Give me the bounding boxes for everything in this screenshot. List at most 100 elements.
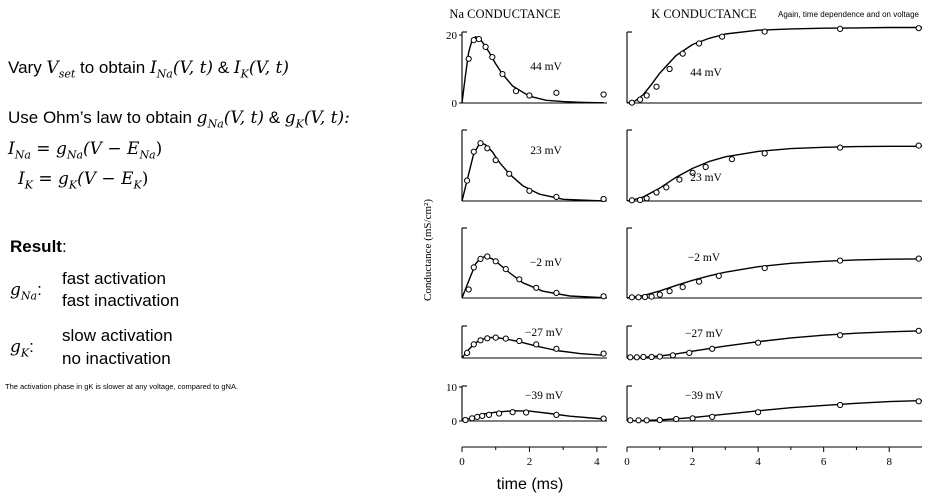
na-panel-4: −39 mV bbox=[461, 385, 607, 424]
k-point-4-4 bbox=[673, 415, 680, 423]
k-point-2-9 bbox=[761, 265, 768, 272]
k-point-4-3 bbox=[656, 416, 663, 424]
na-curve-0 bbox=[461, 36, 604, 104]
na-point-3-7 bbox=[533, 341, 540, 348]
na-point-1-5 bbox=[506, 170, 513, 177]
na-point-1-2 bbox=[477, 140, 484, 147]
k-point-0-3 bbox=[653, 83, 660, 90]
k-point-2-10 bbox=[837, 257, 844, 264]
k-curve-2 bbox=[626, 258, 923, 299]
na-voltage-label-0: 44 mV bbox=[530, 61, 562, 73]
k-point-2-4 bbox=[656, 291, 663, 298]
k-point-4-2 bbox=[643, 417, 650, 424]
k-point-4-7 bbox=[755, 409, 762, 416]
na-ytick-label-0: 20 bbox=[446, 30, 458, 42]
na-voltage-label-3: −27 mV bbox=[525, 327, 564, 339]
na-point-0-0 bbox=[465, 55, 472, 62]
na-point-0-2 bbox=[475, 36, 482, 43]
gk-symbol: gK: bbox=[10, 337, 34, 360]
na-point-3-3 bbox=[484, 335, 491, 342]
k-point-3-1 bbox=[633, 354, 640, 361]
na-ytick-label-1: 0 bbox=[452, 98, 458, 110]
na-xtick-label-1: 2 bbox=[527, 456, 533, 468]
k-voltage-label-0: 44 mV bbox=[690, 67, 722, 79]
k-point-0-0 bbox=[628, 99, 636, 106]
na-voltage-label-2: −2 mV bbox=[530, 257, 563, 269]
intro-line-vary: Vary Vset to obtain INa(V, t) & IK(V, t) bbox=[8, 58, 290, 81]
gna-line-1: fast activation bbox=[62, 269, 166, 288]
k-point-2-1 bbox=[635, 294, 642, 301]
na-point-2-6 bbox=[516, 276, 523, 283]
k-curve-4 bbox=[626, 399, 923, 422]
k-point-3-4 bbox=[656, 353, 663, 360]
k-point-1-8 bbox=[728, 156, 736, 163]
k-point-1-11 bbox=[915, 142, 922, 149]
k-point-3-10 bbox=[915, 327, 922, 334]
k-point-3-6 bbox=[686, 349, 693, 356]
na-point-4-2 bbox=[474, 413, 481, 420]
top-note: Again, time dependence and on voltage bbox=[778, 10, 920, 19]
k-point-4-8 bbox=[837, 401, 844, 409]
k-point-1-9 bbox=[761, 150, 768, 157]
x-axis-label: time (ms) bbox=[497, 476, 564, 493]
k-point-3-5 bbox=[669, 352, 677, 359]
k-conductance-title: K CONDUCTANCE bbox=[651, 7, 757, 21]
na-conductance-title: Na CONDUCTANCE bbox=[449, 7, 561, 21]
na-point-2-8 bbox=[553, 289, 560, 296]
na-voltage-label-1: 23 mV bbox=[530, 145, 562, 157]
na-point-2-3 bbox=[484, 253, 491, 260]
k-point-2-3 bbox=[648, 293, 655, 300]
k-point-1-2 bbox=[643, 195, 650, 202]
k-point-1-10 bbox=[837, 144, 844, 151]
gk-line-2: no inactivation bbox=[62, 349, 171, 368]
na-panel-1: 23 mV bbox=[461, 129, 607, 203]
na-point-2-7 bbox=[533, 284, 540, 291]
na-ytick-label-2: 10 bbox=[446, 382, 458, 394]
na-point-3-6 bbox=[516, 337, 523, 345]
k-point-4-0 bbox=[627, 417, 634, 424]
na-panel-0: 44 mV bbox=[461, 31, 607, 104]
k-voltage-label-4: −39 mV bbox=[685, 390, 724, 402]
result-heading: Result: bbox=[10, 237, 67, 256]
na-point-0-4 bbox=[489, 54, 496, 61]
gk-line-1: slow activation bbox=[62, 326, 173, 345]
k-point-0-2 bbox=[643, 92, 650, 99]
k-point-3-7 bbox=[709, 345, 716, 352]
na-point-4-5 bbox=[496, 410, 503, 417]
y-axis-label: Conductance (mS/cm²) bbox=[422, 199, 434, 301]
na-point-4-6 bbox=[509, 409, 516, 416]
k-point-2-5 bbox=[666, 288, 673, 295]
k-panel-3: −27 mV bbox=[626, 325, 923, 361]
na-point-1-8 bbox=[600, 195, 607, 203]
k-panel-4: −39 mV bbox=[626, 385, 923, 424]
k-point-4-5 bbox=[689, 415, 696, 422]
na-point-4-4 bbox=[485, 411, 493, 418]
k-panel-2: −2 mV bbox=[626, 227, 923, 301]
na-point-3-8 bbox=[553, 345, 560, 352]
k-point-3-9 bbox=[837, 332, 844, 339]
k-point-1-4 bbox=[663, 184, 670, 191]
equation-ik: IK = gK(V − EK) bbox=[18, 169, 149, 192]
gna-line-2: fast inactivation bbox=[62, 291, 180, 310]
na-point-3-2 bbox=[477, 337, 484, 344]
na-point-1-3 bbox=[484, 145, 491, 152]
k-xtick-label-3: 6 bbox=[821, 456, 827, 468]
k-point-4-6 bbox=[709, 413, 716, 420]
na-panel-3: −27 mV bbox=[461, 325, 607, 359]
na-point-0-1 bbox=[470, 37, 477, 44]
na-point-3-1 bbox=[470, 341, 477, 348]
na-point-1-0 bbox=[464, 177, 471, 184]
k-point-0-9 bbox=[837, 25, 844, 32]
na-point-4-3 bbox=[479, 412, 486, 419]
na-point-3-4 bbox=[492, 334, 499, 341]
na-point-2-2 bbox=[477, 255, 484, 262]
na-point-1-6 bbox=[526, 187, 533, 194]
k-point-3-2 bbox=[640, 353, 647, 361]
k-point-2-6 bbox=[679, 284, 686, 291]
k-point-0-8 bbox=[761, 28, 768, 35]
na-point-3-0 bbox=[464, 349, 471, 356]
k-point-4-1 bbox=[635, 417, 642, 424]
footnote: The activation phase in gK is slower at … bbox=[5, 382, 239, 391]
k-panel-0: 44 mV bbox=[626, 25, 922, 106]
